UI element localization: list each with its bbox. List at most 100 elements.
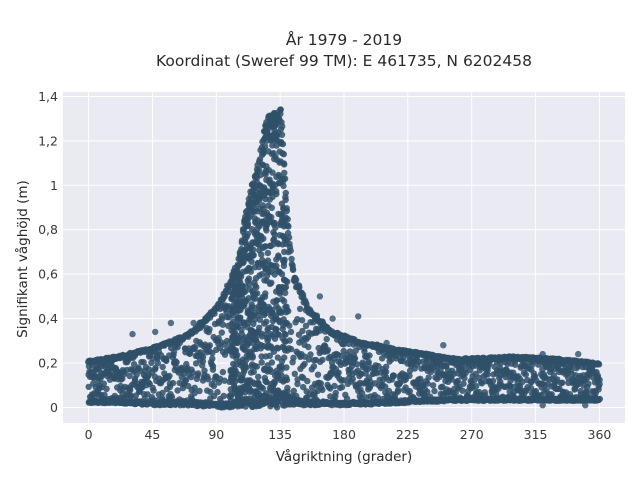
x-tick-label: 315 [524, 427, 548, 442]
x-tick-label: 90 [208, 427, 224, 442]
data-point-2755 [461, 374, 468, 382]
data-point-483 [170, 348, 178, 356]
data-point-3530 [575, 350, 582, 358]
data-point-1950 [319, 356, 326, 364]
data-point-1763 [285, 307, 292, 315]
data-point-1491 [268, 204, 275, 211]
x-tick-label: 360 [588, 427, 612, 442]
data-point-554 [182, 376, 190, 384]
y-tick-label: 0,4 [38, 311, 58, 326]
data-point-3513 [596, 395, 603, 403]
data-point-682 [206, 326, 213, 333]
data-point-370 [150, 387, 157, 394]
y-tick-label: 1 [50, 178, 58, 193]
data-point-1203 [251, 295, 259, 302]
data-point-3512 [595, 361, 603, 368]
data-point-691 [207, 388, 214, 396]
data-point-3527 [411, 348, 419, 356]
data-point-3511 [595, 386, 602, 393]
data-point-758 [219, 368, 227, 376]
data-point-1706 [280, 298, 288, 305]
data-point-459 [166, 372, 173, 380]
data-point-1097 [245, 295, 252, 302]
data-point-1102 [244, 220, 252, 227]
data-point-1330 [258, 251, 265, 258]
data-point-1810 [294, 380, 301, 388]
data-point-2542 [424, 388, 431, 395]
data-point-1878 [305, 356, 313, 363]
data-point-2122 [349, 375, 356, 383]
data-point-1680 [279, 140, 287, 148]
data-point-1688 [280, 182, 287, 190]
data-point-1871 [304, 377, 311, 385]
data-point-2219 [366, 352, 373, 359]
data-point-3515 [596, 381, 603, 388]
data-point-506 [174, 387, 181, 394]
data-point-1955 [319, 386, 326, 394]
x-axis-label: Vågriktning (grader) [276, 448, 413, 465]
x-tick-label: 45 [144, 427, 160, 442]
data-point-1794 [290, 387, 297, 395]
y-axis-ticks: 0 0,2 0,4 0,6 0,8 1 1,2 1,4 [38, 89, 58, 415]
data-point-1167 [249, 353, 256, 360]
data-point-1386 [261, 143, 269, 150]
data-point-1707 [281, 354, 288, 361]
data-point-3519 [190, 319, 197, 327]
data-point-755 [218, 313, 226, 320]
data-point-1667 [278, 366, 285, 373]
data-point-1425 [264, 249, 272, 257]
data-point-3524 [355, 313, 362, 320]
data-point-3529 [539, 350, 546, 358]
data-point-243 [127, 392, 134, 399]
data-point-2383 [394, 386, 402, 394]
data-point-479 [169, 379, 177, 387]
data-point-686 [206, 342, 213, 349]
data-point-1015 [239, 376, 246, 383]
data-point-1351 [260, 235, 267, 242]
x-tick-label: 180 [332, 427, 356, 442]
data-point-1355 [259, 385, 267, 392]
data-point-382 [152, 364, 159, 372]
data-point-1406 [263, 318, 270, 325]
data-point-2683 [448, 376, 455, 383]
x-tick-label: 225 [396, 427, 420, 442]
data-point-3525 [316, 293, 324, 300]
x-tick-label: 135 [268, 427, 292, 442]
data-point-1776 [288, 255, 295, 263]
data-point-1716 [281, 175, 289, 182]
data-point-474 [168, 393, 176, 401]
data-point-2887 [484, 367, 491, 374]
data-point-3528 [440, 342, 447, 349]
data-point-1704 [280, 160, 288, 167]
data-point-703 [209, 355, 216, 362]
data-point-766 [220, 392, 227, 400]
data-point-3522 [234, 271, 241, 278]
data-point-1335 [258, 271, 266, 278]
data-point-1064 [243, 364, 250, 371]
data-point-2574 [429, 382, 437, 389]
data-point-905 [234, 351, 241, 359]
data-point-2315 [383, 363, 390, 370]
data-point-1466 [266, 352, 273, 359]
data-point-1886 [307, 351, 314, 358]
data-point-1709 [281, 169, 288, 177]
data-point-314 [140, 359, 147, 366]
data-point-1795 [291, 370, 298, 377]
data-point-95 [101, 391, 108, 398]
data-point-650 [199, 358, 207, 365]
data-point-2106 [346, 348, 354, 355]
chart-title-line-1: År 1979 - 2019 [286, 30, 402, 49]
data-point-1771 [286, 337, 293, 344]
data-point-2822 [473, 382, 480, 390]
data-point-1244 [253, 363, 261, 370]
data-point-3454 [585, 380, 592, 387]
data-point-2554 [425, 374, 432, 381]
data-point-3098 [522, 371, 529, 378]
data-point-658 [201, 367, 208, 374]
y-tick-label: 1,2 [38, 133, 58, 148]
data-point-1721 [281, 256, 288, 263]
data-point-1732 [282, 189, 289, 197]
data-point-2307 [382, 383, 389, 390]
data-point-2027 [332, 393, 339, 400]
data-point-3523 [329, 315, 336, 322]
